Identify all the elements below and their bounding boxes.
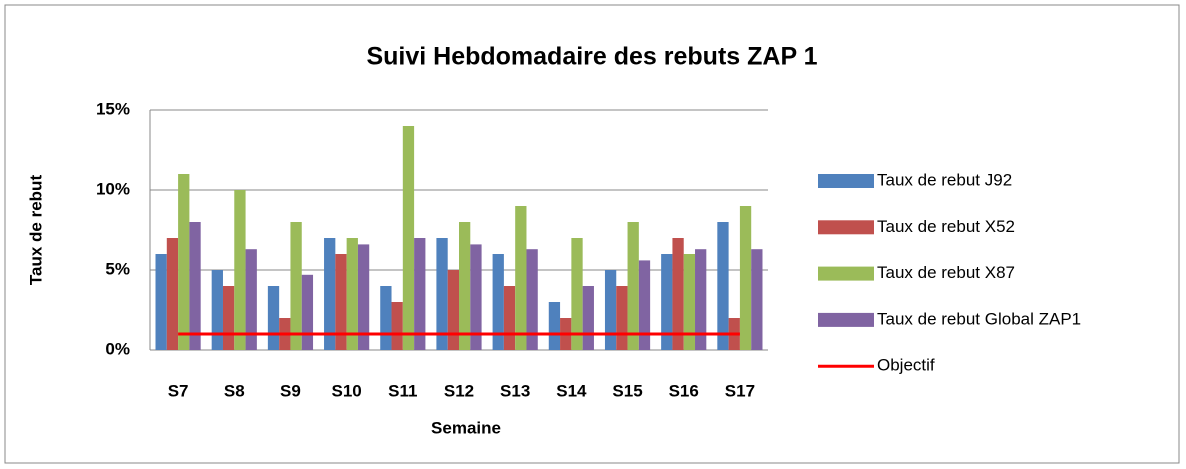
bar <box>683 254 696 350</box>
bar <box>515 206 527 350</box>
bar <box>290 222 302 350</box>
bar <box>402 126 415 350</box>
bar <box>470 244 482 350</box>
x-tick-label: S8 <box>224 381 245 400</box>
bar <box>627 222 639 350</box>
chart-title: Suivi Hebdomadaire des rebuts ZAP 1 <box>366 43 817 71</box>
legend-swatch <box>818 220 874 235</box>
bar <box>267 286 280 350</box>
bar <box>245 249 257 350</box>
x-tick-label: S13 <box>500 381 530 400</box>
x-tick-label: S11 <box>388 381 417 400</box>
bar <box>391 302 403 350</box>
x-tick-label: S15 <box>612 381 642 400</box>
legend-label: Objectif <box>877 356 935 375</box>
bar <box>324 238 336 350</box>
bar <box>526 249 538 350</box>
x-tick-label: S10 <box>332 381 362 400</box>
legend-swatch <box>818 266 874 281</box>
x-tick-label: S7 <box>168 381 189 400</box>
bar <box>301 274 314 350</box>
x-axis-label: Semaine <box>431 418 501 437</box>
bar <box>178 174 190 350</box>
y-tick-label: 5% <box>105 259 130 278</box>
bar <box>661 254 673 350</box>
bar <box>695 249 707 350</box>
y-tick-label: 10% <box>96 179 130 198</box>
bar <box>414 238 426 350</box>
bar <box>616 286 628 350</box>
bar <box>335 254 347 350</box>
bar <box>739 206 752 350</box>
bar <box>638 260 651 350</box>
bar <box>166 238 179 350</box>
bar <box>436 238 448 350</box>
bar <box>155 254 167 350</box>
legend-label: Taux de rebut X87 <box>877 263 1015 282</box>
legend-label: Taux de rebut Global ZAP1 <box>877 309 1081 328</box>
x-tick-label: S14 <box>556 381 587 400</box>
x-tick-label: S16 <box>669 381 699 400</box>
bar <box>346 238 358 350</box>
x-tick-label: S17 <box>725 381 755 400</box>
x-tick-label: S9 <box>280 381 301 400</box>
bar <box>189 222 201 350</box>
bar <box>717 222 729 350</box>
bar <box>211 270 223 350</box>
bar <box>672 238 684 350</box>
bar <box>447 270 459 350</box>
bar <box>548 302 561 350</box>
bar <box>234 190 246 350</box>
y-tick-label: 0% <box>105 339 130 358</box>
bar <box>582 286 594 350</box>
bar <box>604 270 617 350</box>
bar <box>571 238 583 350</box>
bar <box>459 222 471 350</box>
legend-label: Taux de rebut X52 <box>877 217 1015 236</box>
bar <box>751 249 763 350</box>
bar <box>357 244 370 350</box>
bar <box>492 254 504 350</box>
x-tick-label: S12 <box>444 381 474 400</box>
bar <box>222 286 235 350</box>
bar <box>380 286 392 350</box>
legend-swatch <box>818 174 874 188</box>
legend-label: Taux de rebut J92 <box>877 170 1012 189</box>
y-tick-label: 15% <box>96 99 130 118</box>
y-axis-label: Taux de rebut <box>26 175 45 286</box>
legend-swatch <box>818 312 874 327</box>
bar <box>503 286 516 350</box>
